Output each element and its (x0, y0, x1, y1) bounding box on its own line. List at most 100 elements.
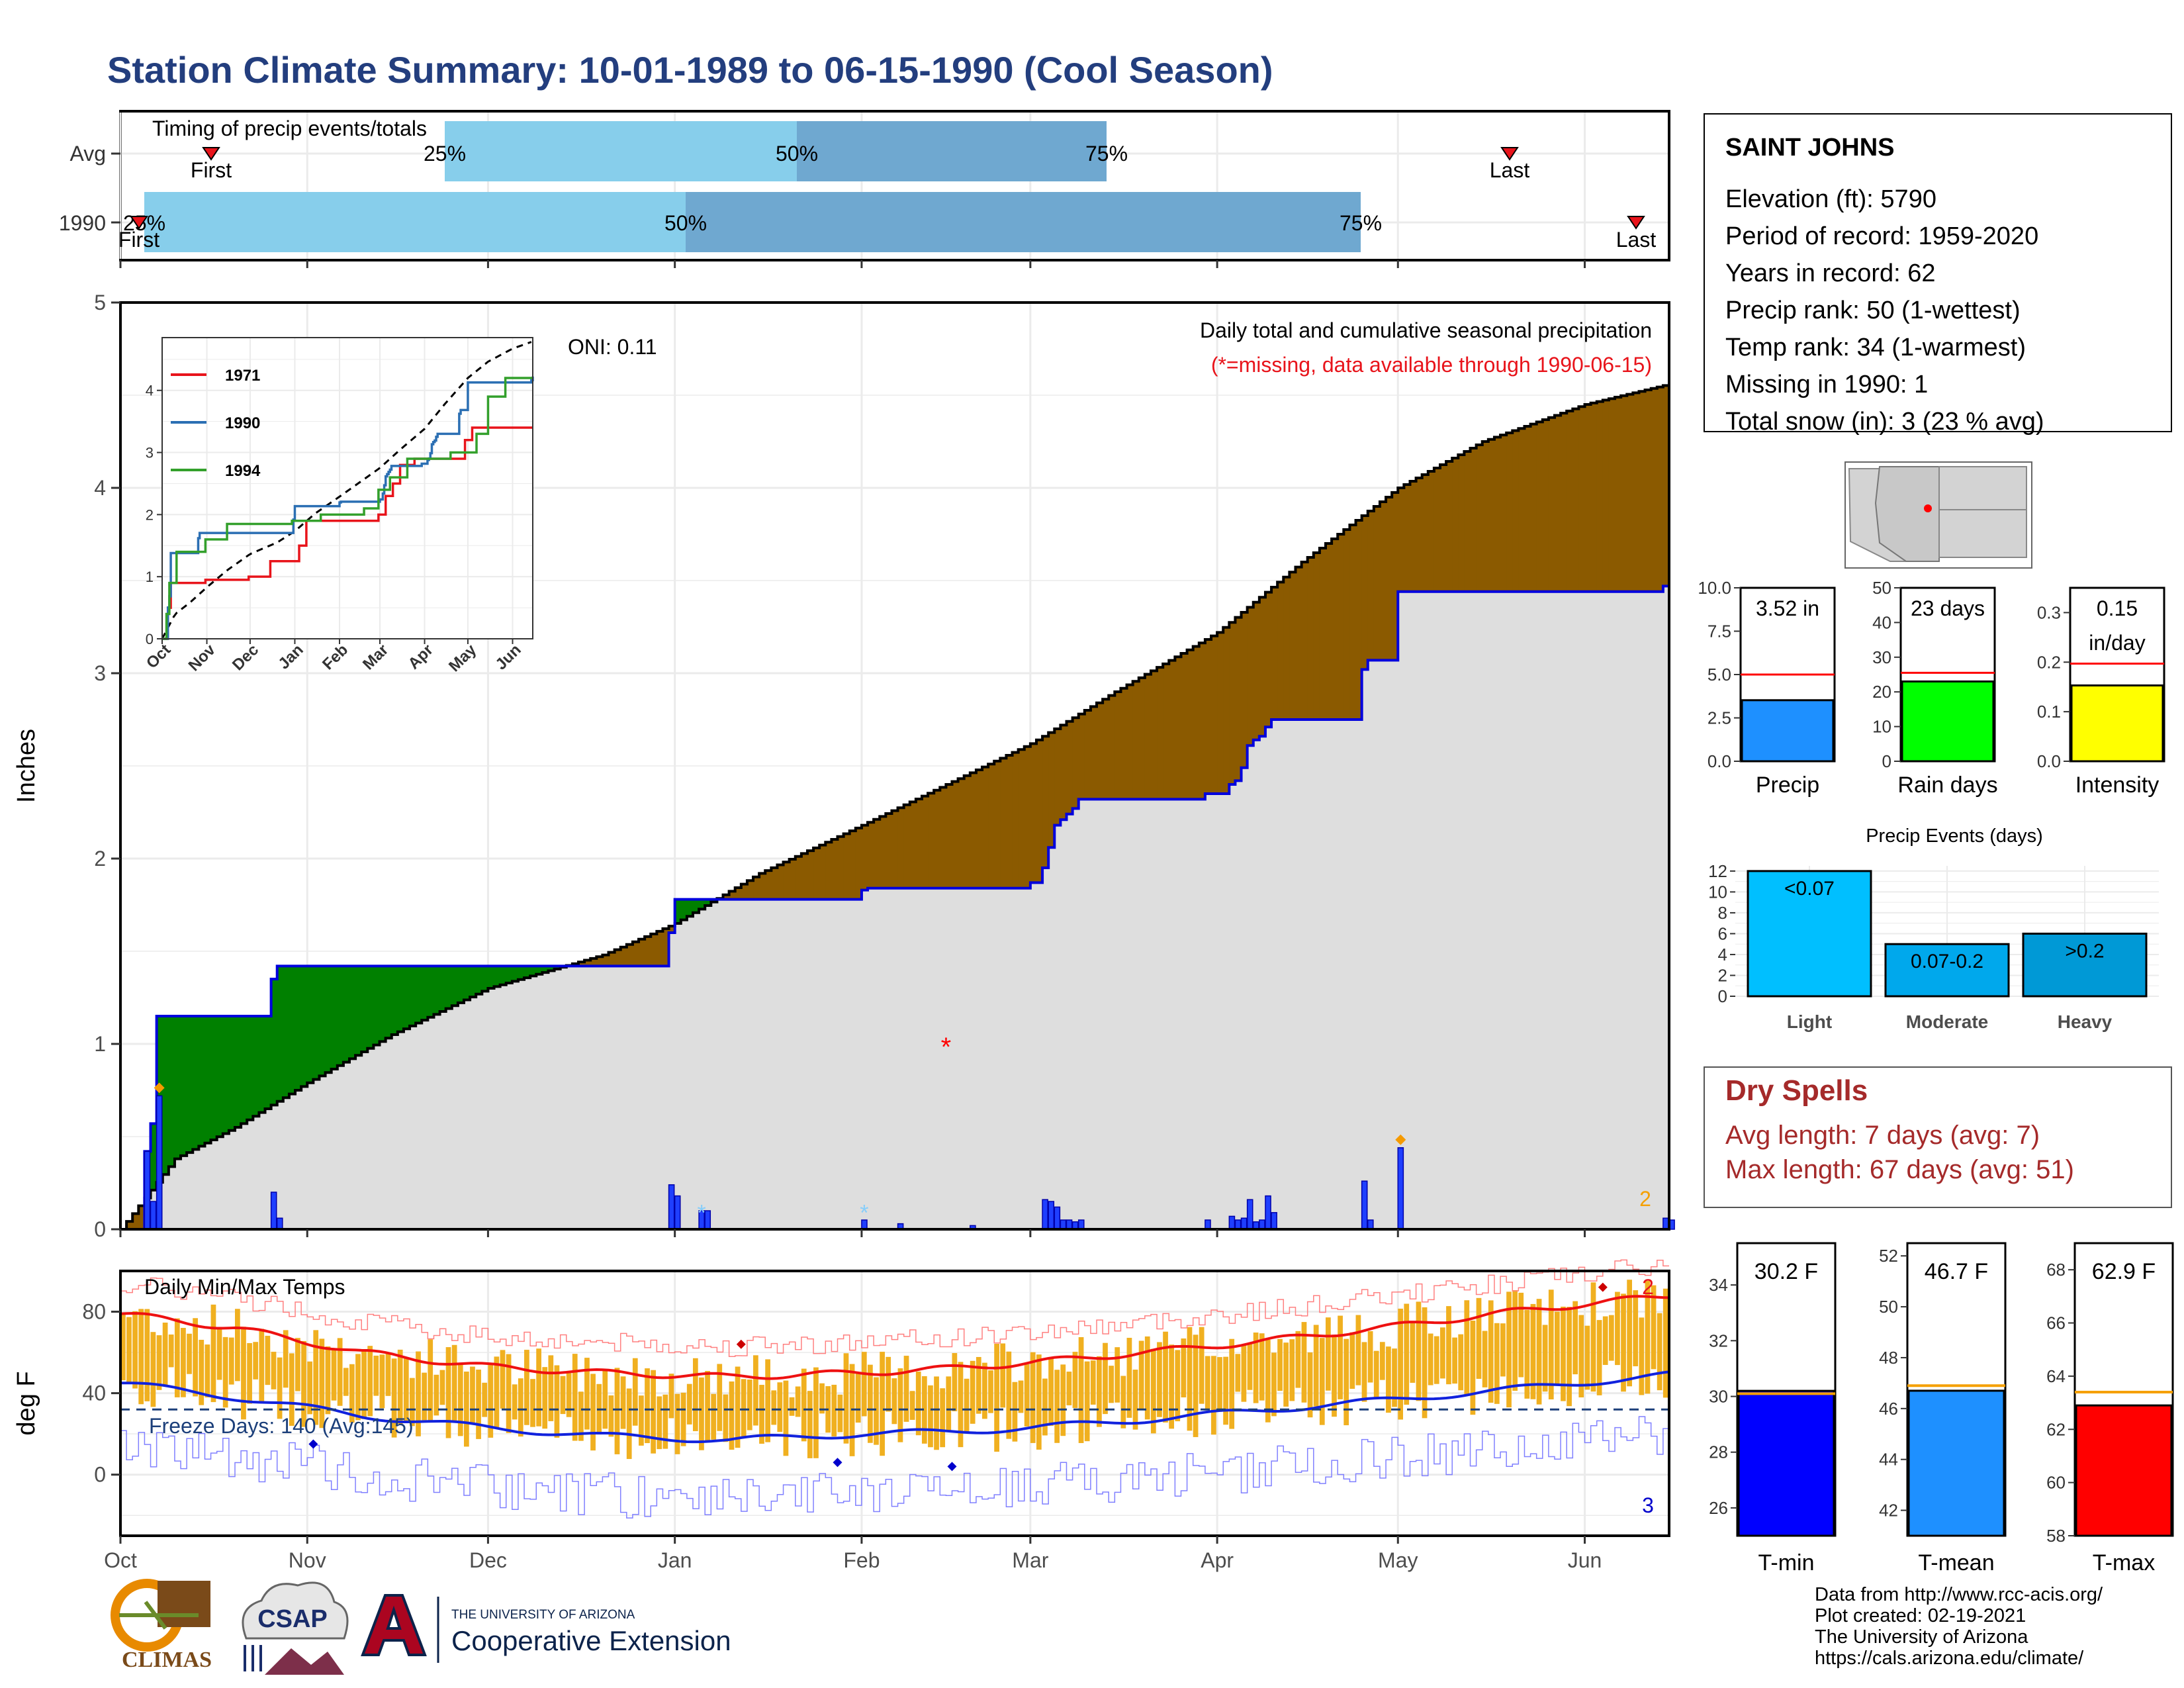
y-tick-label: 42 (1879, 1501, 1898, 1521)
daily-temp-bar (1163, 1331, 1168, 1423)
daily-temp-bar (138, 1309, 144, 1405)
surplus-fill (247, 1016, 253, 1120)
daily-temp-bar (946, 1376, 952, 1432)
y-tick-label: 2 (94, 847, 106, 870)
y-tick-label: 40 (1872, 612, 1891, 632)
daily-temp-bar (1578, 1315, 1584, 1397)
y-tick-label: 4 (1718, 945, 1727, 964)
daily-temp-bar (397, 1349, 403, 1425)
timing-row-year: 1990 (59, 211, 106, 235)
daily-temp-bar (1084, 1361, 1090, 1442)
deficit-fill (1578, 406, 1586, 592)
daily-temp-bar (970, 1360, 976, 1424)
footer-line: https://cals.arizona.edu/climate/ (1815, 1648, 2084, 1669)
daily-temp-bar (313, 1330, 319, 1425)
daily-temp-bar (1054, 1370, 1060, 1443)
y-tick-label: 68 (2046, 1260, 2066, 1280)
surplus-fill (692, 899, 700, 913)
daily-temp-bar (1235, 1354, 1241, 1392)
avg-p75-label: 75% (1085, 142, 1128, 165)
deficit-fill (1000, 758, 1007, 888)
deficit-fill (1392, 492, 1398, 661)
daily-temp-bar (1006, 1351, 1012, 1439)
station-info-box: SAINT JOHNS Elevation (ft): 5790 Period … (1704, 113, 2172, 436)
y-tick-label: 0.0 (1707, 751, 1731, 771)
deficit-fill (1615, 397, 1621, 592)
daily-temp-bar (1530, 1303, 1536, 1399)
deficit-fill (608, 952, 615, 966)
precip-y-axis: 0 1 2 3 4 5 (94, 291, 120, 1241)
deficit-fill (1657, 387, 1664, 592)
deficit-fill (1536, 422, 1543, 592)
deficit-fill (1572, 408, 1580, 592)
deficit-fill (988, 764, 995, 888)
surplus-fill (193, 1016, 199, 1150)
daily-temp-bar (1126, 1337, 1132, 1418)
daily-temp-bar (1332, 1335, 1337, 1417)
deficit-fill (729, 891, 736, 900)
y-tick-label: 46 (1879, 1399, 1898, 1419)
daily-temp-bar (1319, 1338, 1325, 1425)
climas-mark (158, 1581, 210, 1627)
snow-marker: * (697, 1200, 705, 1225)
deficit-fill (1555, 415, 1561, 592)
daily-temp-bar (1608, 1315, 1614, 1361)
daily-temp-bar (451, 1344, 457, 1422)
deficit-fill (1349, 525, 1357, 720)
surplus-fill (530, 966, 537, 976)
y-tick-label: 0.0 (2037, 751, 2061, 771)
y-tick-label: 0 (94, 1463, 106, 1487)
csap-mountain-icon (265, 1648, 344, 1675)
daily-temp-bar (777, 1382, 783, 1432)
daily-temp-bar (1115, 1347, 1120, 1403)
surplus-fill (271, 979, 278, 1105)
daily-temp-bar (500, 1350, 506, 1409)
deficit-fill (1247, 607, 1254, 746)
surplus-fill (337, 966, 344, 1066)
daily-temp-bar (361, 1351, 367, 1419)
daily-temp-bar (1470, 1320, 1476, 1415)
deficit-fill (584, 960, 591, 966)
daily-temp-bar (1416, 1301, 1422, 1401)
surplus-fill (325, 966, 332, 1073)
daily-temp-bar (120, 1314, 126, 1381)
temp-count-high: 2 (1642, 1275, 1654, 1299)
timing-row-avg: Avg (69, 142, 106, 165)
legend-label-1971: 1971 (225, 367, 260, 385)
deficit-fill (1584, 404, 1592, 592)
deficit-fill (795, 856, 802, 900)
daily-temp-bar (205, 1344, 210, 1398)
deficit-fill (1277, 582, 1284, 720)
missing-note: (*=missing, data available through 1990-… (1211, 353, 1652, 377)
temp-label: Daily Min/Max Temps (144, 1275, 345, 1299)
daily-temp-bar (301, 1340, 306, 1427)
deficit-fill (843, 833, 850, 900)
deficit-fill (783, 862, 790, 900)
daily-temp-bar (1458, 1334, 1464, 1391)
daily-temp-bar (645, 1368, 650, 1444)
daily-temp-bar (1410, 1323, 1416, 1383)
daily-temp-bar (566, 1373, 572, 1417)
y-tick-label: 5 (94, 291, 106, 314)
deficit-fill (994, 761, 1001, 888)
daily-temp-bar (1392, 1348, 1397, 1407)
daily-temp-bar (162, 1323, 168, 1386)
deficit-fill (620, 947, 627, 966)
csap-cloud-icon (242, 1581, 349, 1640)
deficit-fill (1163, 663, 1169, 800)
deficit-fill (1662, 385, 1670, 586)
avg-first-marker (202, 147, 220, 161)
daily-temp-bar (259, 1329, 265, 1404)
daily-temp-bar (620, 1376, 626, 1429)
timing-label: Timing of precip events/totals (152, 117, 427, 140)
daily-temp-bar (741, 1379, 747, 1438)
daily-temp-bar (1367, 1331, 1373, 1383)
deficit-fill (789, 859, 796, 900)
y-tick-label: 0 (94, 1217, 106, 1241)
daily-temp-bar (253, 1342, 259, 1380)
deficit-fill (1253, 602, 1260, 740)
surplus-fill (506, 966, 513, 984)
deficit-fill (1084, 710, 1091, 800)
deficit-fill (1548, 417, 1555, 592)
